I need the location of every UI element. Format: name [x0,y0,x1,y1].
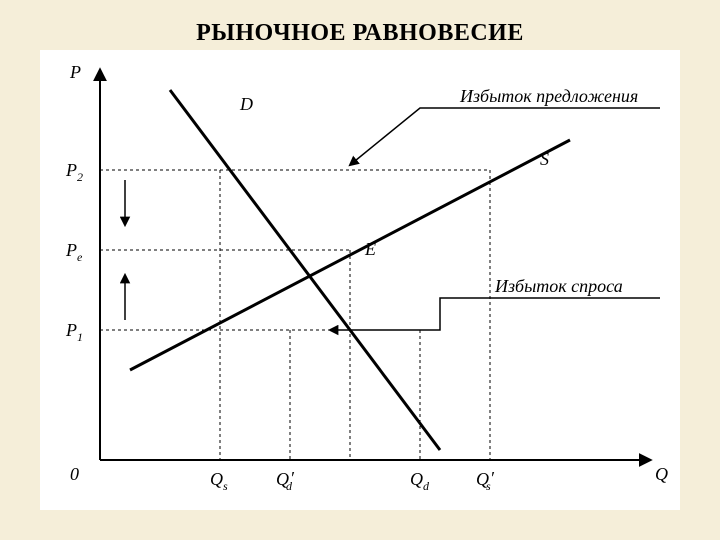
equilibrium-diagram: P Q 0 E D S P2 Pe P1 [40,50,680,510]
qsp-label: Q′s [476,468,495,493]
demand-surplus-label: Избыток спроса [494,276,623,296]
x-axis-label: Q [655,464,668,484]
pe-label: Pe [65,240,83,264]
page: РЫНОЧНОЕ РАВНОВЕСИЕ P Q 0 [0,0,720,540]
demand-surplus-leader [330,298,490,330]
qd-label: Qd [410,469,430,493]
supply-surplus-label: Избыток предложения [459,86,638,106]
y-axis-label: P [69,62,81,82]
qs-label: Qs [210,469,228,493]
origin-label: 0 [70,464,79,484]
chart-area: P Q 0 E D S P2 Pe P1 [40,50,680,510]
p1-label: P1 [65,320,83,344]
demand-label: D [239,94,253,114]
demand-curve [170,90,440,450]
page-title: РЫНОЧНОЕ РАВНОВЕСИЕ [0,20,720,47]
equilibrium-label: E [364,239,376,259]
supply-label: S [540,149,549,169]
supply-surplus-leader [350,108,455,165]
qdp-label: Q′d [276,468,295,493]
p2-label: P2 [65,160,83,184]
